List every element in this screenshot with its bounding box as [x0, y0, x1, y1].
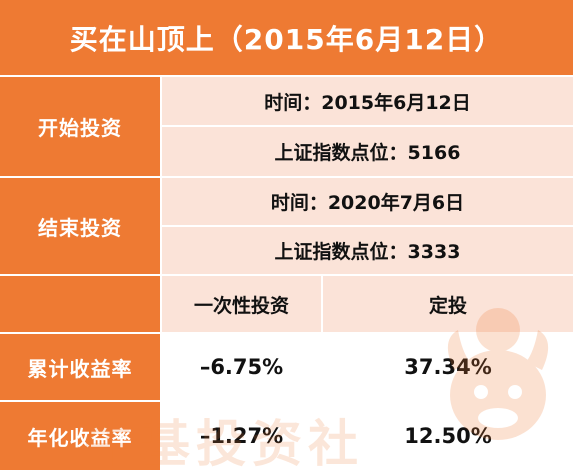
cumulative-return-dca: 37.34%	[323, 334, 573, 400]
start-investment-label: 开始投资	[0, 77, 160, 176]
row-label-annualized-return: 年化收益率	[0, 402, 160, 470]
table-title: 买在山顶上（2015年6月12日）	[0, 0, 573, 75]
column-header-dca: 定投	[323, 276, 573, 332]
start-index: 上证指数点位：5166	[162, 127, 573, 176]
end-index: 上证指数点位：3333	[162, 227, 573, 274]
column-header-lump-sum: 一次性投资	[162, 276, 321, 332]
annualized-return-lump-sum: –1.27%	[162, 402, 321, 470]
header-corner	[0, 276, 160, 332]
cumulative-return-lump-sum: –6.75%	[162, 334, 321, 400]
annualized-return-dca: 12.50%	[323, 402, 573, 470]
end-investment-label: 结束投资	[0, 178, 160, 274]
row-label-cumulative-return: 累计收益率	[0, 334, 160, 400]
end-time: 时间：2020年7月6日	[162, 178, 573, 225]
start-time: 时间：2015年6月12日	[162, 77, 573, 125]
